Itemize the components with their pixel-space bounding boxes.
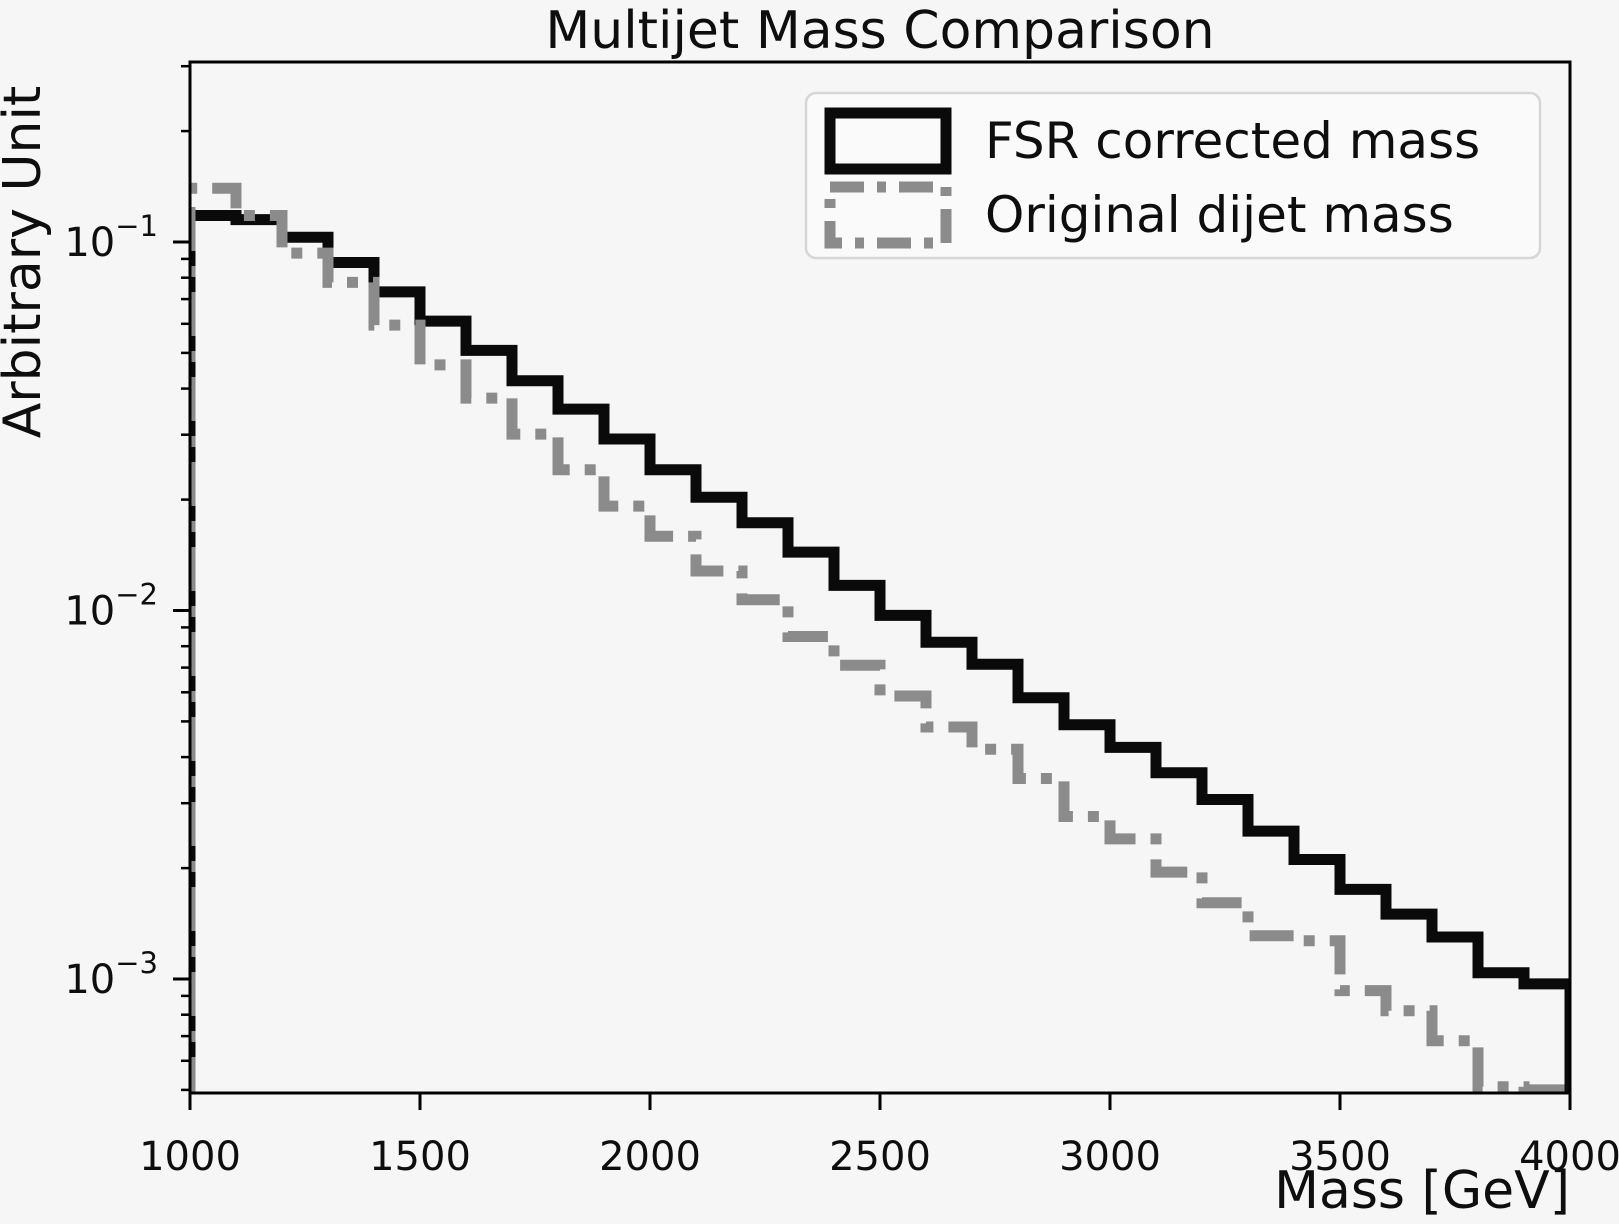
original-dijet-mass-series (190, 182, 1570, 1093)
legend-box (804, 91, 1542, 260)
fsr-corrected-mass-series (190, 210, 1570, 1093)
y-axis-ticks (173, 240, 190, 981)
dijet-legend-swatch (824, 181, 952, 249)
y-tick-label: 10−2 (64, 578, 158, 635)
x-tick-label: 1500 (369, 1134, 471, 1180)
y-axis-tick-labels: 10−1 10−2 10−3 (64, 209, 158, 1003)
fsr-legend-swatch (824, 107, 952, 175)
x-tick-label: 2500 (829, 1134, 931, 1180)
x-axis-ticks (188, 1093, 1572, 1110)
fsr-legend-label: FSR corrected mass (985, 112, 1480, 170)
dijet-legend-label: Original dijet mass (985, 186, 1454, 244)
y-tick-label: 10−3 (64, 946, 158, 1003)
chart-title: Multijet Mass Comparison (545, 1, 1214, 61)
legend: FSR corrected mass Original dijet mass (804, 91, 1542, 260)
x-tick-label: 1000 (139, 1134, 241, 1180)
x-axis-label: Mass [GeV] (1274, 1161, 1570, 1221)
y-axis-label: Arbitrary Unit (0, 86, 53, 439)
x-tick-label: 3500 (1289, 1134, 1391, 1180)
x-tick-label: 2000 (599, 1134, 701, 1180)
x-tick-label: 4000 (1519, 1134, 1619, 1180)
x-axis-tick-labels: 1000 1500 2000 2500 3000 3500 4000 (139, 1134, 1619, 1180)
y-axis-minor-ticks (181, 64, 190, 1092)
x-tick-label: 3000 (1059, 1134, 1161, 1180)
y-tick-label: 10−1 (64, 209, 158, 266)
